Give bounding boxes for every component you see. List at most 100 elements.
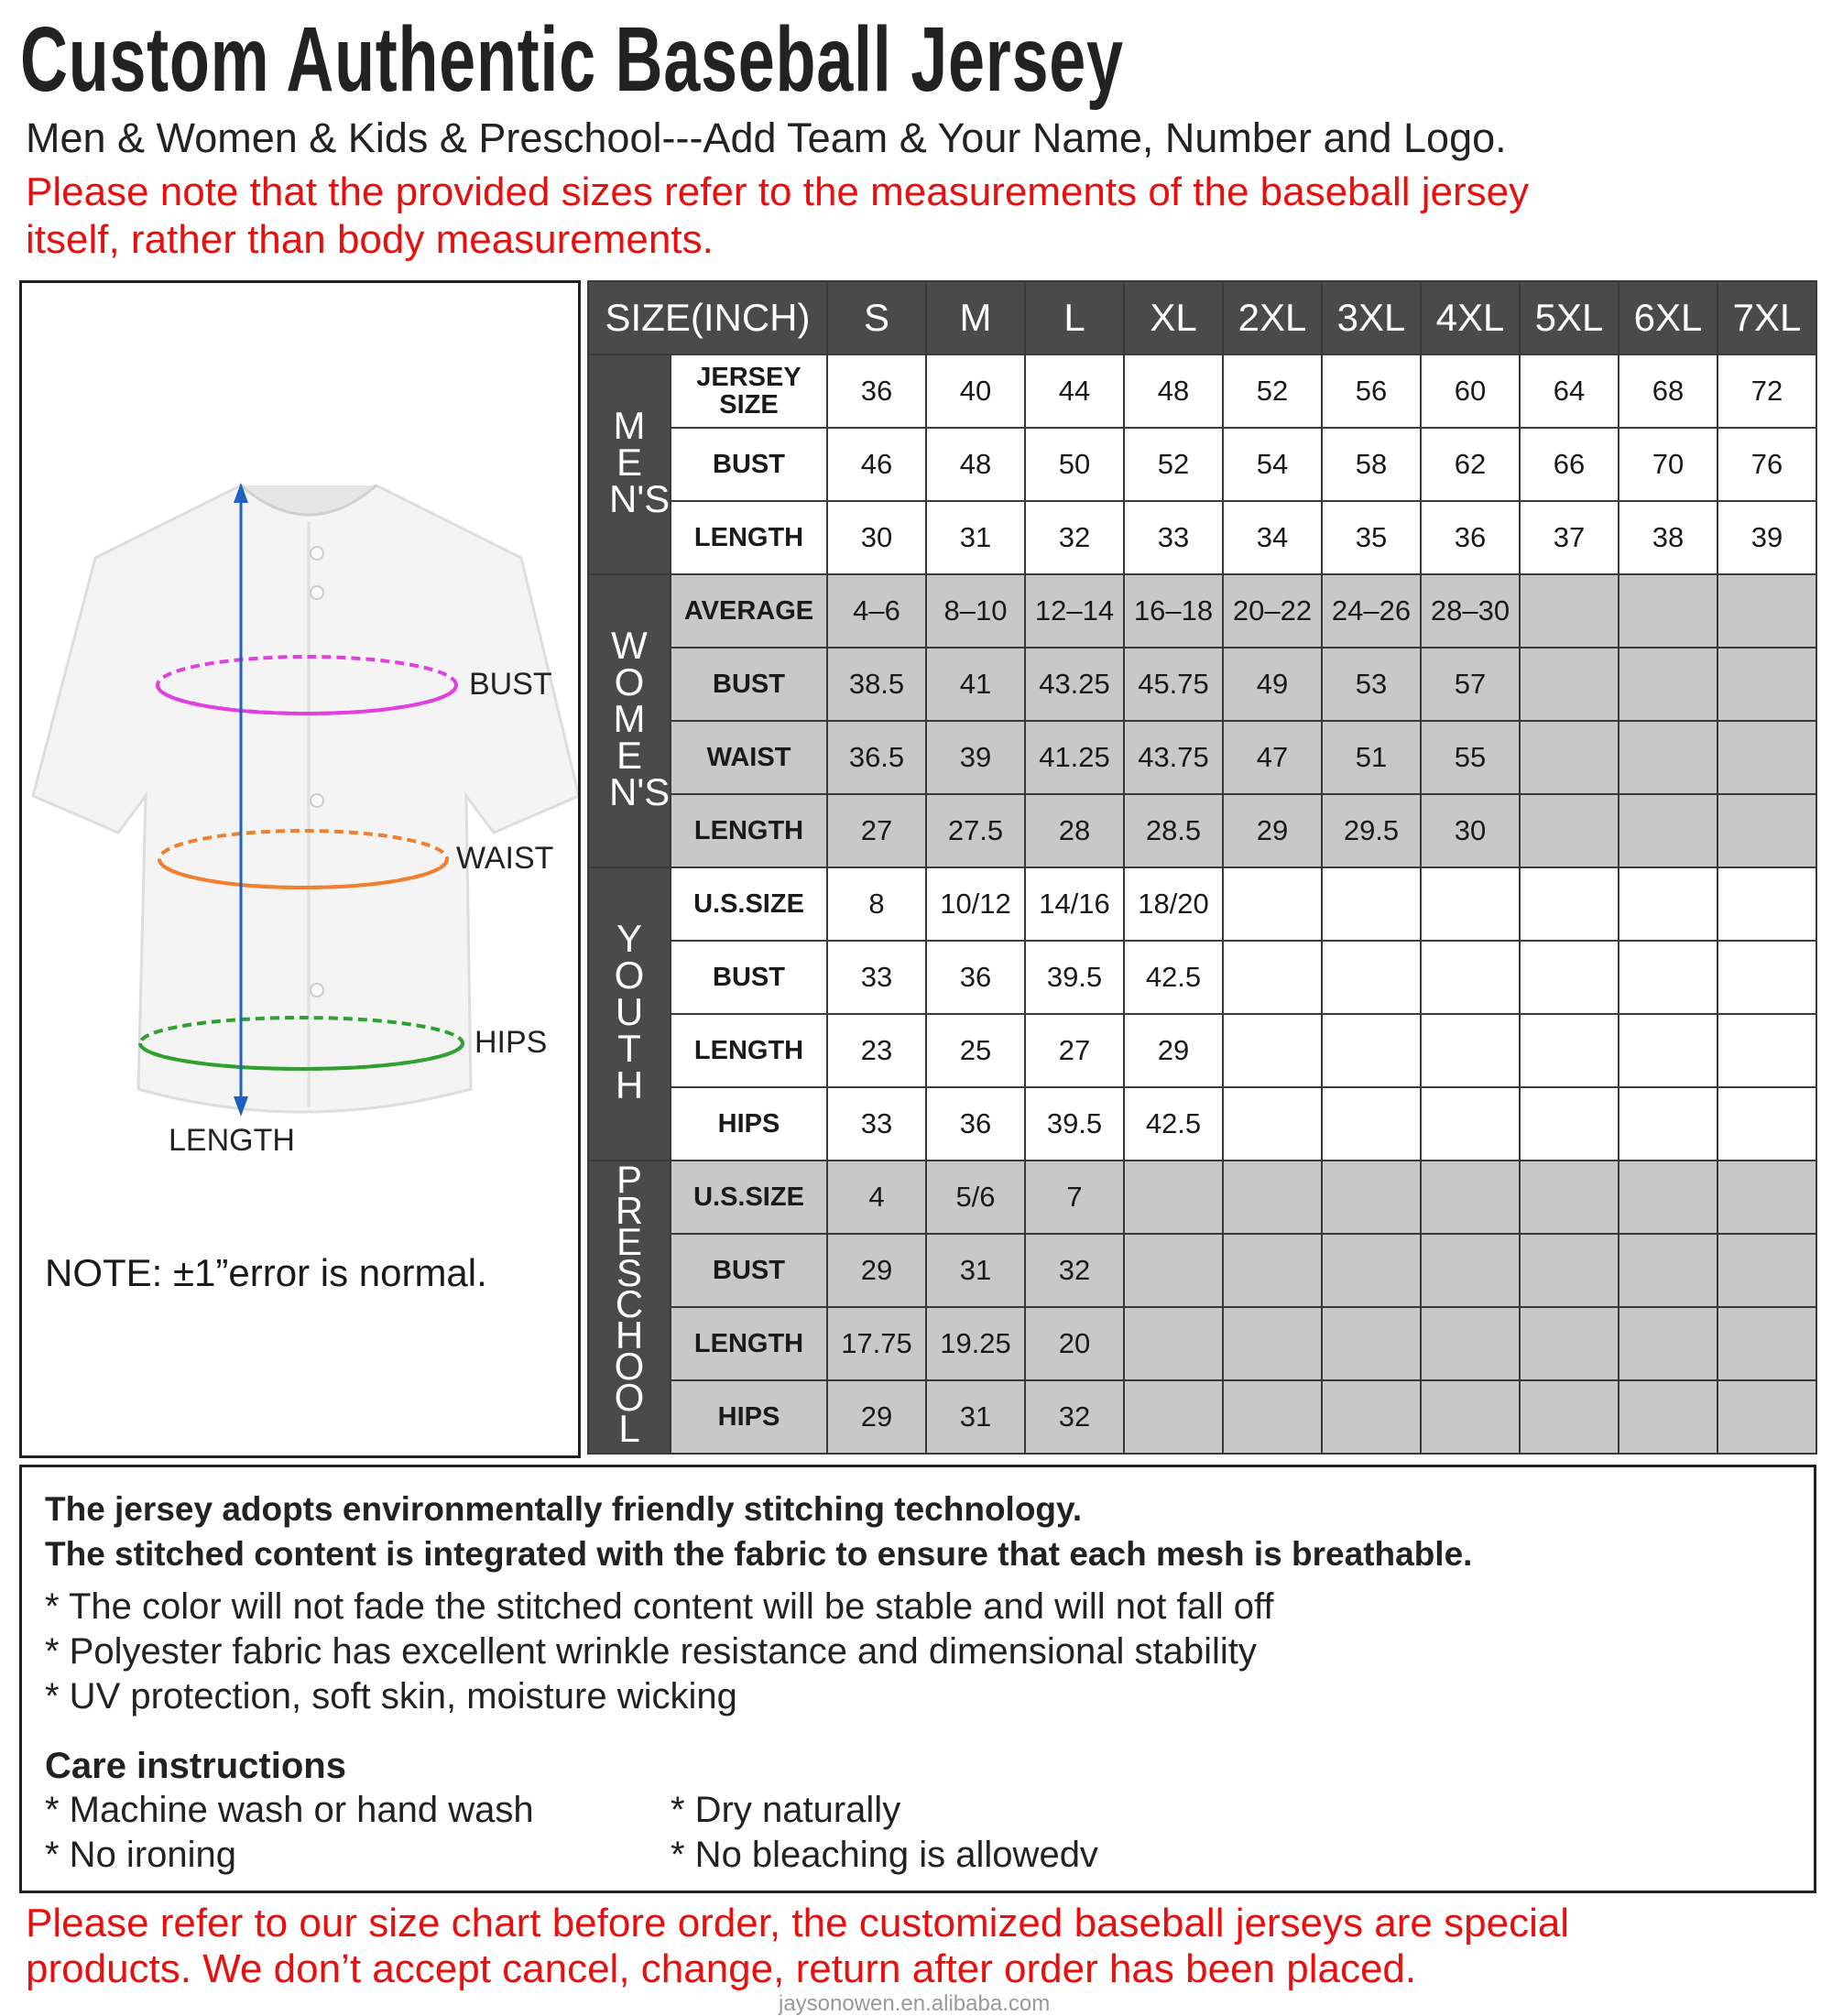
- waist-label: WAIST: [456, 841, 554, 876]
- table-cell: 42.5: [1123, 940, 1224, 1015]
- care-item: * Machine wash or hand wash: [45, 1790, 534, 1830]
- size-header-4xl: 4XL: [1420, 280, 1521, 355]
- table-cell: 39: [925, 720, 1026, 795]
- table-cell: 35: [1321, 500, 1422, 575]
- table-cell: [1618, 940, 1718, 1015]
- table-cell: [1618, 1160, 1718, 1235]
- table-cell: [1519, 940, 1619, 1015]
- table-cell: [1717, 573, 1817, 648]
- table-cell: [1717, 1379, 1817, 1455]
- feature-heading-2: The stitched content is integrated with …: [45, 1535, 1473, 1573]
- table-cell: 29: [1222, 793, 1323, 868]
- jersey-illustration: [31, 483, 578, 1117]
- table-row: LENGTH 17.75 19.25 20: [588, 1306, 1817, 1381]
- table-cell: 33: [826, 940, 927, 1015]
- table-cell: 29: [826, 1379, 927, 1455]
- table-row: YOUTH U.S.SIZE 8 10/12 14/16 18/20: [587, 866, 1817, 1161]
- group-label-youth: YOUTH: [614, 917, 645, 1106]
- table-cell: [1717, 866, 1817, 942]
- table-row: HIPS 33 36 39.5 42.5: [588, 1086, 1817, 1161]
- group-label-mens: MEN'S: [608, 404, 671, 520]
- length-label: LENGTH: [169, 1123, 295, 1158]
- table-row: PRESCHOOL U.S.SIZE 4 5/6 7: [587, 1160, 1817, 1455]
- table-row: LENGTH 30 31 32 33 34 35 36 37 38 39: [588, 500, 1817, 575]
- notice-line-2: itself, rather than body measurements.: [26, 217, 714, 262]
- table-cell: 4: [826, 1160, 927, 1235]
- table-cell: 39: [1717, 500, 1817, 575]
- table-cell: [1717, 940, 1817, 1015]
- table-cell: 41.25: [1024, 720, 1125, 795]
- table-cell: [1618, 573, 1718, 648]
- footer-line-2: products. We don’t accept cancel, change…: [26, 1946, 1417, 1991]
- table-cell: [1519, 1233, 1619, 1308]
- table-cell: 32: [1024, 1233, 1125, 1308]
- tolerance-note: NOTE: ±1”error is normal.: [45, 1251, 487, 1294]
- care-title: Care instructions: [45, 1746, 346, 1786]
- table-cell: 48: [1123, 354, 1224, 429]
- table-cell: [1519, 573, 1619, 648]
- row-label: LENGTH: [670, 793, 828, 868]
- table-cell: 45.75: [1123, 647, 1224, 722]
- table-row: WOMEN'S AVERAGE 4–6 8–10 12–14 16–18 20–22 24–2…: [587, 573, 1817, 868]
- table-cell: 39.5: [1024, 940, 1125, 1015]
- table-cell: [1321, 866, 1422, 942]
- table-row: BUST 33 36 39.5 42.5: [588, 940, 1817, 1015]
- table-cell: 17.75: [826, 1306, 927, 1381]
- table-cell: 52: [1222, 354, 1323, 429]
- care-item: * No ironing: [45, 1835, 237, 1875]
- table-cell: [1222, 866, 1323, 942]
- hips-label: HIPS: [474, 1025, 548, 1060]
- table-cell: [1420, 1086, 1521, 1161]
- table-cell: [1618, 1013, 1718, 1088]
- table-cell: [1123, 1160, 1224, 1235]
- table-cell: 30: [1420, 793, 1521, 868]
- table-cell: [1717, 1086, 1817, 1161]
- table-cell: 36: [925, 1086, 1026, 1161]
- table-cell: 47: [1222, 720, 1323, 795]
- table-row: BUST 46 48 50 52 54 58 62 66 70 76: [588, 427, 1817, 502]
- table-cell: [1123, 1233, 1224, 1308]
- table-cell: 30: [826, 500, 927, 575]
- table-cell: 10/12: [925, 866, 1026, 942]
- table-cell: 5/6: [925, 1160, 1026, 1235]
- row-label: WAIST: [670, 720, 828, 795]
- table-cell: 55: [1420, 720, 1521, 795]
- table-cell: [1420, 940, 1521, 1015]
- table-cell: 52: [1123, 427, 1224, 502]
- table-cell: 44: [1024, 354, 1125, 429]
- table-cell: 8–10: [925, 573, 1026, 648]
- table-cell: [1618, 1379, 1718, 1455]
- table-cell: [1618, 1306, 1718, 1381]
- table-cell: [1717, 1306, 1817, 1381]
- table-cell: [1222, 1233, 1323, 1308]
- table-cell: 31: [925, 500, 1026, 575]
- table-cell: 20: [1024, 1306, 1125, 1381]
- table-cell: 41: [925, 647, 1026, 722]
- table-cell: 66: [1519, 427, 1619, 502]
- table-cell: [1222, 1306, 1323, 1381]
- table-cell: 42.5: [1123, 1086, 1224, 1161]
- jersey-diagram-panel: BUST WAIST HIPS LENGTH NOTE: ±1”error is…: [19, 280, 581, 1458]
- table-cell: [1321, 1086, 1422, 1161]
- table-cell: [1519, 1160, 1619, 1235]
- group-label-preschool: PRESCHOOL: [614, 1157, 645, 1450]
- table-cell: [1519, 647, 1619, 722]
- group-cell: YOUTH: [587, 866, 671, 1161]
- table-cell: 29.5: [1321, 793, 1422, 868]
- table-cell: 36: [925, 940, 1026, 1015]
- table-cell: [1222, 940, 1323, 1015]
- row-label: HIPS: [670, 1379, 828, 1455]
- size-unit-header: SIZE(INCH): [587, 280, 828, 355]
- table-cell: 36.5: [826, 720, 927, 795]
- table-cell: 28.5: [1123, 793, 1224, 868]
- row-label: BUST: [670, 647, 828, 722]
- table-cell: [1618, 1086, 1718, 1161]
- row-label: HIPS: [670, 1086, 828, 1161]
- table-cell: [1519, 1379, 1619, 1455]
- table-cell: [1519, 1306, 1619, 1381]
- row-label: LENGTH: [670, 1013, 828, 1088]
- table-cell: 4–6: [826, 573, 927, 648]
- bust-label: BUST: [469, 667, 552, 702]
- table-cell: [1618, 866, 1718, 942]
- table-cell: 37: [1519, 500, 1619, 575]
